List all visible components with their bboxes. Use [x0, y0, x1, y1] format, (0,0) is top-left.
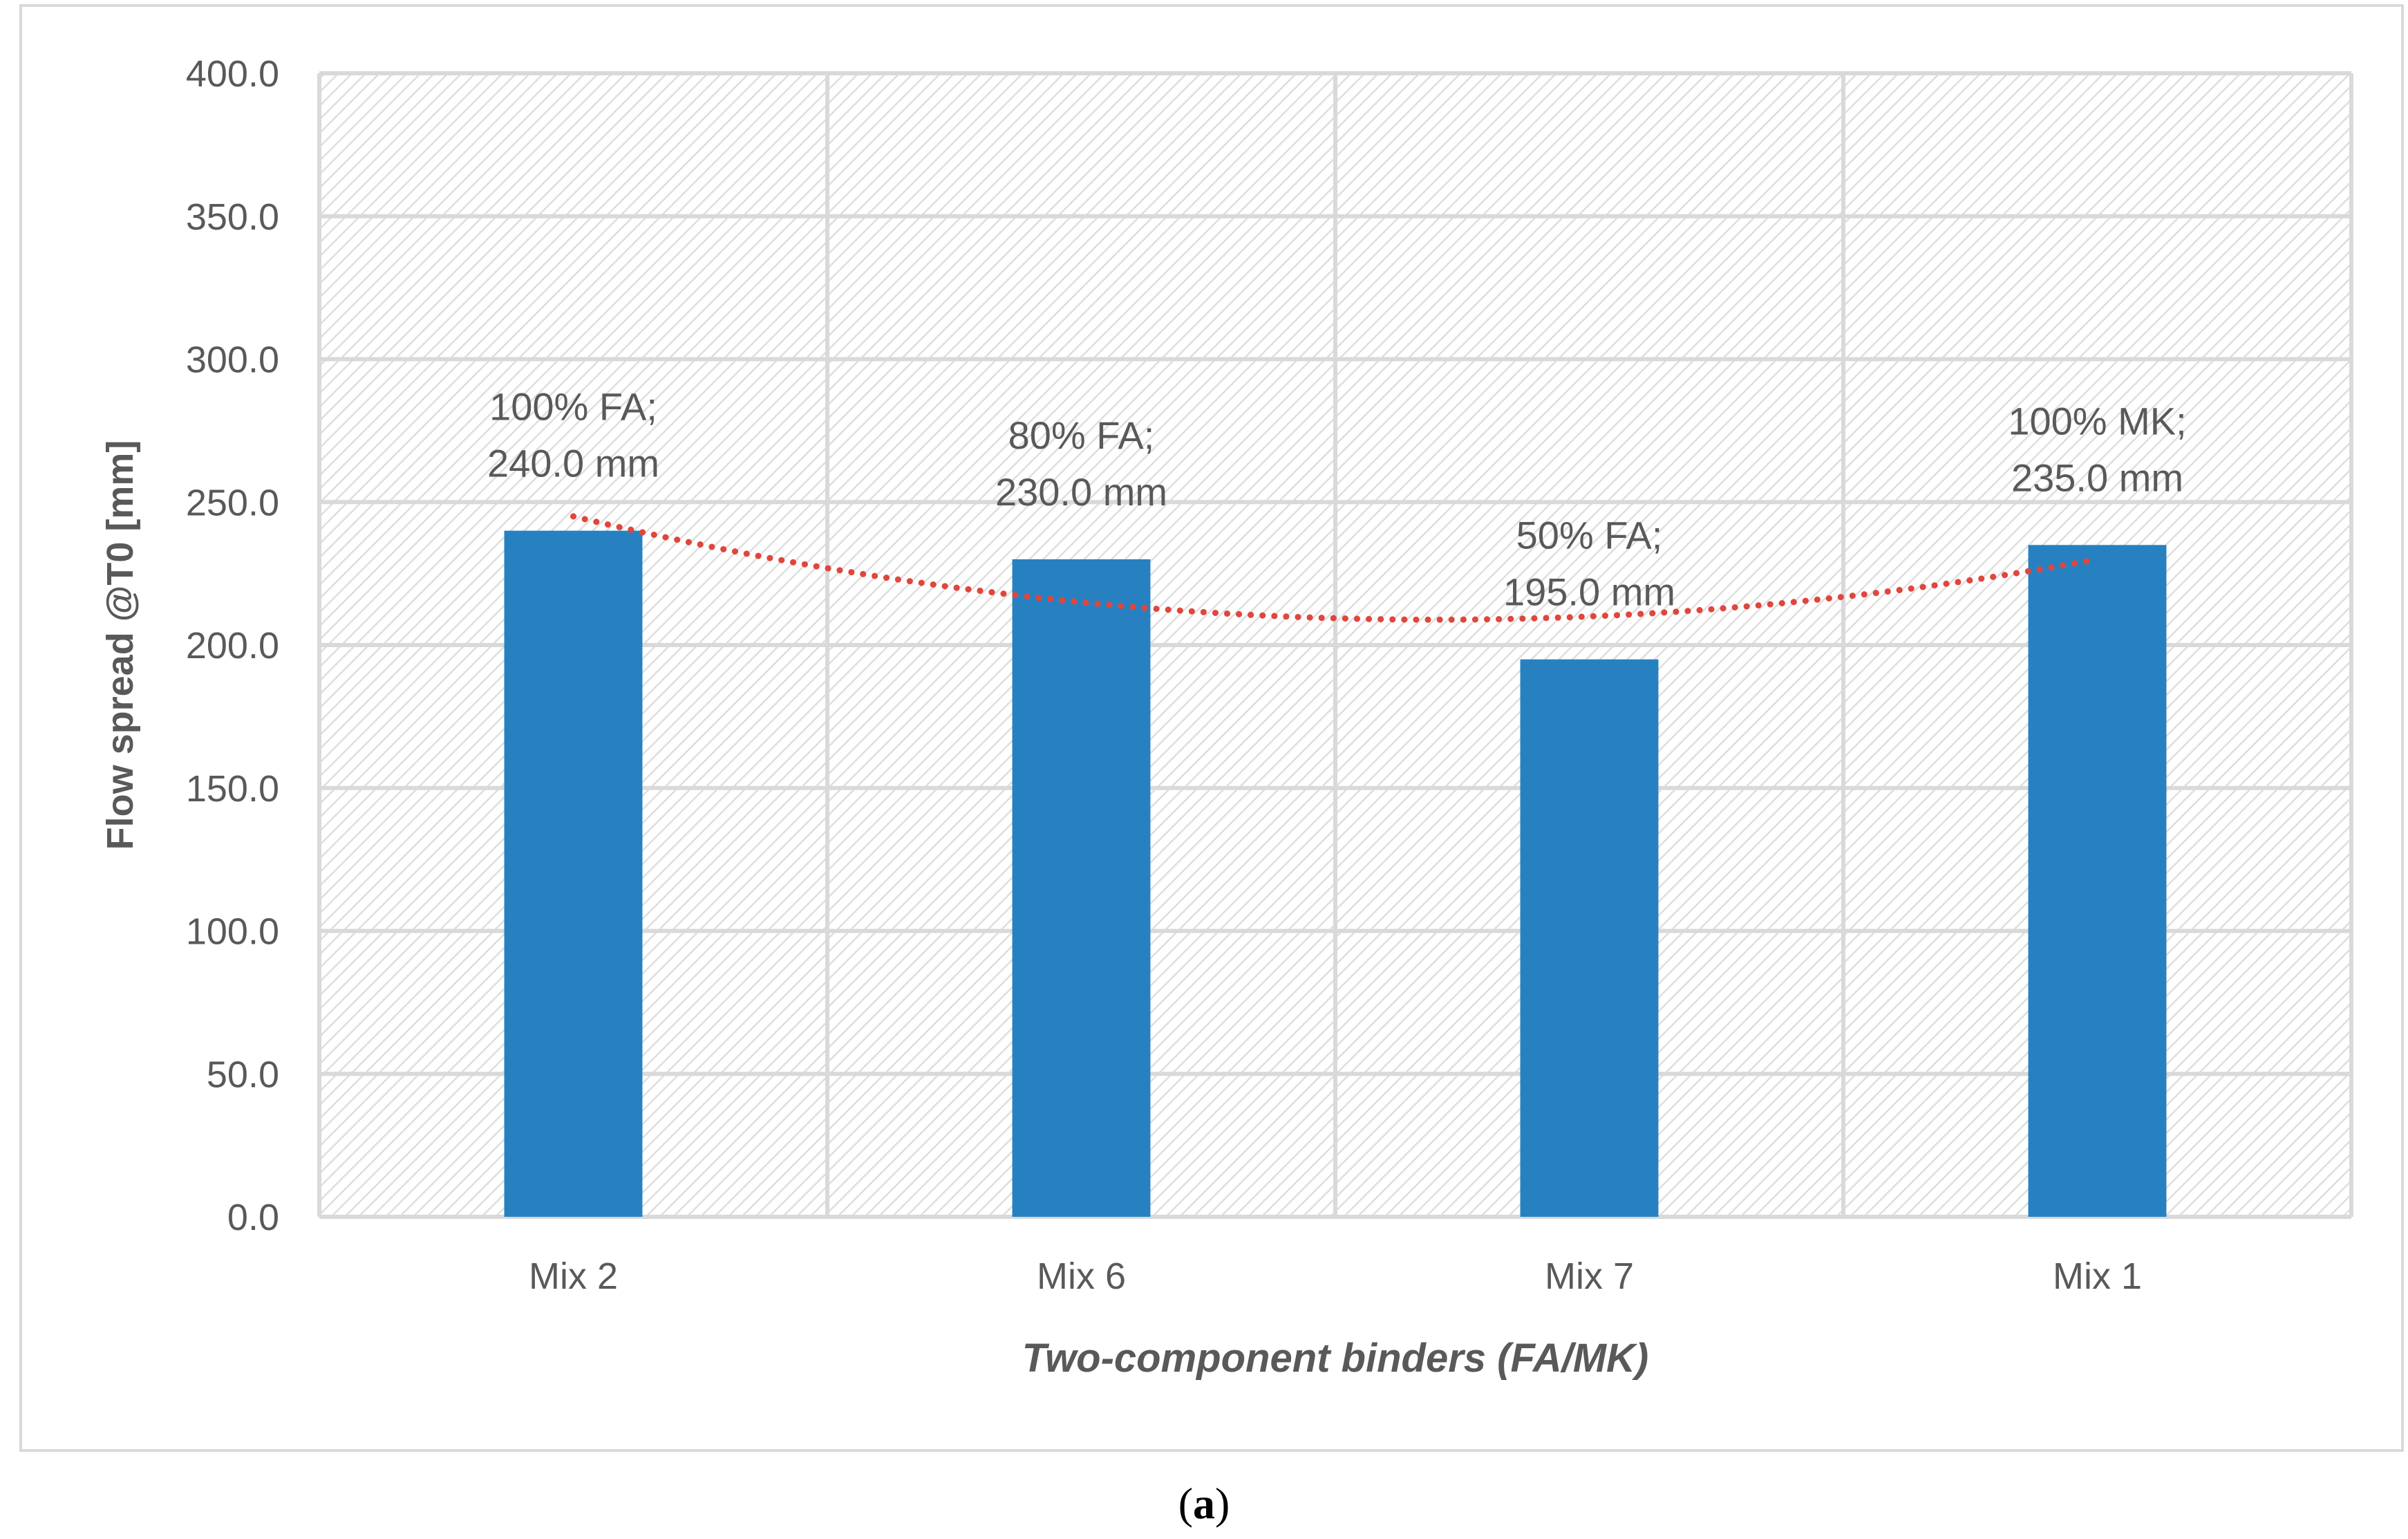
- y-tick-label: 250.0: [186, 482, 279, 523]
- data-label: 235.0 mm: [2011, 456, 2183, 499]
- y-tick-label: 150.0: [186, 768, 279, 810]
- x-tick-label: Mix 6: [1037, 1256, 1126, 1297]
- y-tick-label: 350.0: [186, 196, 279, 238]
- trend-line: [570, 513, 2100, 623]
- data-label: 50% FA;: [1516, 514, 1663, 557]
- caption-close-paren: ): [1215, 1479, 1230, 1528]
- y-tick-label: 50.0: [207, 1054, 279, 1095]
- y-tick-label: 100.0: [186, 911, 279, 953]
- data-labels: 100% FA; 240.0 mm 80% FA; 230.0 mm 50% FA; 19…: [487, 385, 2187, 614]
- data-label: 195.0 mm: [1503, 570, 1675, 614]
- data-label: 100% MK;: [2008, 399, 2186, 442]
- bar: [1520, 659, 1659, 1217]
- y-tick-label: 400.0: [186, 53, 279, 95]
- bar: [2028, 545, 2167, 1217]
- y-tick-label: 200.0: [186, 625, 279, 666]
- bar: [504, 530, 643, 1217]
- data-label: 100% FA;: [489, 385, 657, 429]
- data-label: 80% FA;: [1008, 413, 1155, 457]
- data-label: 240.0 mm: [487, 442, 659, 485]
- trendline: [570, 513, 2100, 623]
- caption-open-paren: (: [1178, 1479, 1193, 1528]
- gridlines: [317, 71, 2353, 1219]
- y-axis-title: Flow spread @T0 [mm]: [100, 440, 141, 850]
- x-axis-ticks: Mix 2 Mix 6 Mix 7 Mix 1: [529, 1256, 2142, 1297]
- caption-letter: a: [1193, 1479, 1215, 1528]
- bar: [1012, 559, 1151, 1217]
- y-tick-label: 0.0: [227, 1197, 279, 1238]
- y-axis-ticks: 0.0 50.0 100.0 150.0 200.0 250.0 300.0 350.0 400…: [186, 53, 279, 1238]
- x-tick-label: Mix 1: [2053, 1256, 2142, 1297]
- x-tick-label: Mix 7: [1545, 1256, 1634, 1297]
- data-label: 230.0 mm: [995, 470, 1167, 514]
- x-tick-label: Mix 2: [529, 1256, 618, 1297]
- y-tick-label: 300.0: [186, 339, 279, 381]
- x-axis-title: Two-component binders (FA/MK): [1022, 1336, 1648, 1381]
- figure-caption: (a): [1178, 1479, 1230, 1528]
- bars: [504, 530, 2167, 1217]
